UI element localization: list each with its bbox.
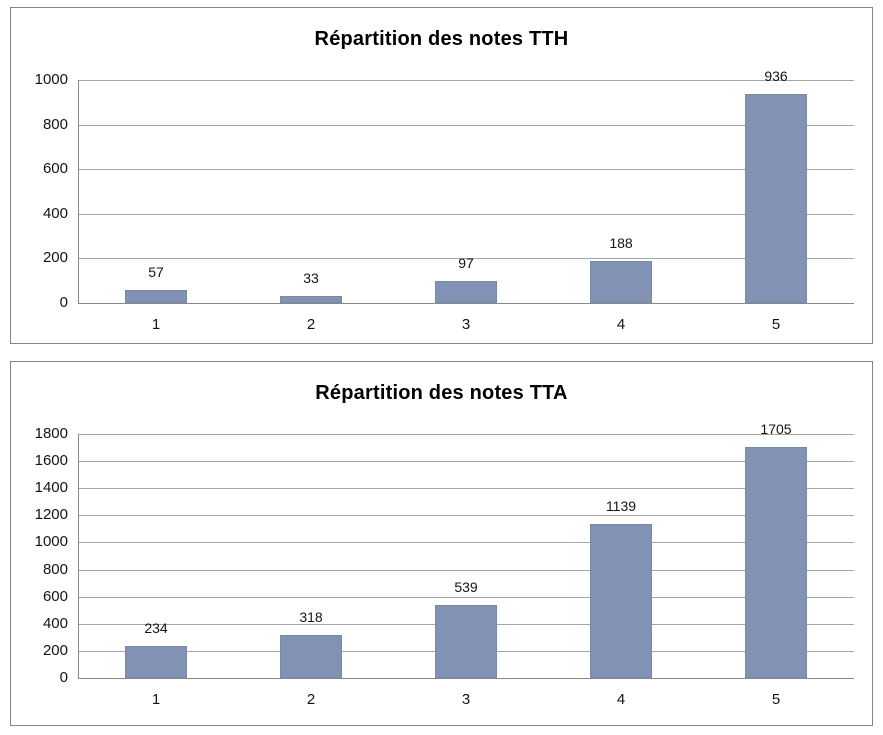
bar-value-label: 234 <box>144 620 168 636</box>
bar <box>125 646 187 678</box>
chart-title-tth: Répartition des notes TTH <box>314 28 569 50</box>
y-axis-line <box>78 80 79 303</box>
bar-value-label: 188 <box>609 235 633 251</box>
y-tick-label: 1000 <box>34 71 68 88</box>
gridline <box>78 515 854 516</box>
bar <box>435 605 497 678</box>
y-tick-label: 0 <box>59 669 68 686</box>
y-tick-label: 1400 <box>34 479 68 496</box>
plot-area-tta: 0 200 400 600 800 1000 1200 1400 1600 1800 234 1 318… <box>11 362 872 725</box>
y-axis-line <box>78 434 79 678</box>
gridline <box>78 542 854 543</box>
y-tick-label: 1800 <box>34 425 68 442</box>
bar-value-label: 57 <box>148 264 164 280</box>
gridline <box>78 597 854 598</box>
bar <box>745 447 807 678</box>
gridline <box>78 461 854 462</box>
gridline <box>78 169 854 170</box>
y-tick-label: 800 <box>42 561 68 578</box>
y-tick-label: 600 <box>42 588 68 605</box>
gridline <box>78 258 854 259</box>
gridline <box>78 488 854 489</box>
bar-value-label: 318 <box>299 609 323 625</box>
bar-value-label: 539 <box>454 579 478 595</box>
gridline <box>78 214 854 215</box>
x-category-label: 4 <box>616 316 626 333</box>
x-category-label: 5 <box>771 691 781 708</box>
y-tick-label: 800 <box>42 116 68 133</box>
bar <box>435 281 497 303</box>
bar <box>280 296 342 303</box>
bar-value-label: 1705 <box>760 421 792 437</box>
x-category-label: 3 <box>461 316 471 333</box>
bar <box>590 524 652 678</box>
y-tick-label: 400 <box>42 205 68 222</box>
x-category-label: 3 <box>461 691 471 708</box>
x-category-label: 1 <box>151 691 161 708</box>
x-axis-line <box>78 678 854 679</box>
gridline <box>78 125 854 126</box>
chart-title-tta: Répartition des notes TTA <box>315 382 568 404</box>
bar <box>125 290 187 303</box>
x-category-label: 2 <box>306 316 316 333</box>
chart-tth: Répartition des notes TTH 0 200 400 600 800 1… <box>10 7 873 344</box>
bar-value-label: 97 <box>458 255 474 271</box>
y-tick-label: 0 <box>59 294 68 311</box>
x-category-label: 4 <box>616 691 626 708</box>
x-category-label: 1 <box>151 316 161 333</box>
bar-value-label: 33 <box>303 270 319 286</box>
y-tick-label: 1200 <box>34 506 68 523</box>
gridline <box>78 434 854 435</box>
y-tick-label: 400 <box>42 615 68 632</box>
bar-value-label: 1139 <box>605 498 637 514</box>
plot-area-tth: 0 200 400 600 800 1000 57 1 33 2 97 3 188 4 936 5 <box>11 8 872 343</box>
bar <box>590 261 652 303</box>
y-tick-label: 600 <box>42 160 68 177</box>
y-tick-label: 1600 <box>34 452 68 469</box>
y-tick-label: 1000 <box>34 533 68 550</box>
x-category-label: 5 <box>771 316 781 333</box>
gridline <box>78 570 854 571</box>
bar <box>280 635 342 678</box>
bar <box>745 94 807 303</box>
bar-value-label: 936 <box>764 68 788 84</box>
x-axis-line <box>78 303 854 304</box>
x-category-label: 2 <box>306 691 316 708</box>
gridline <box>78 80 854 81</box>
chart-tta: Répartition des notes TTA 0 200 400 600 800 1… <box>10 361 873 726</box>
y-tick-label: 200 <box>42 249 68 266</box>
y-tick-label: 200 <box>42 642 68 659</box>
